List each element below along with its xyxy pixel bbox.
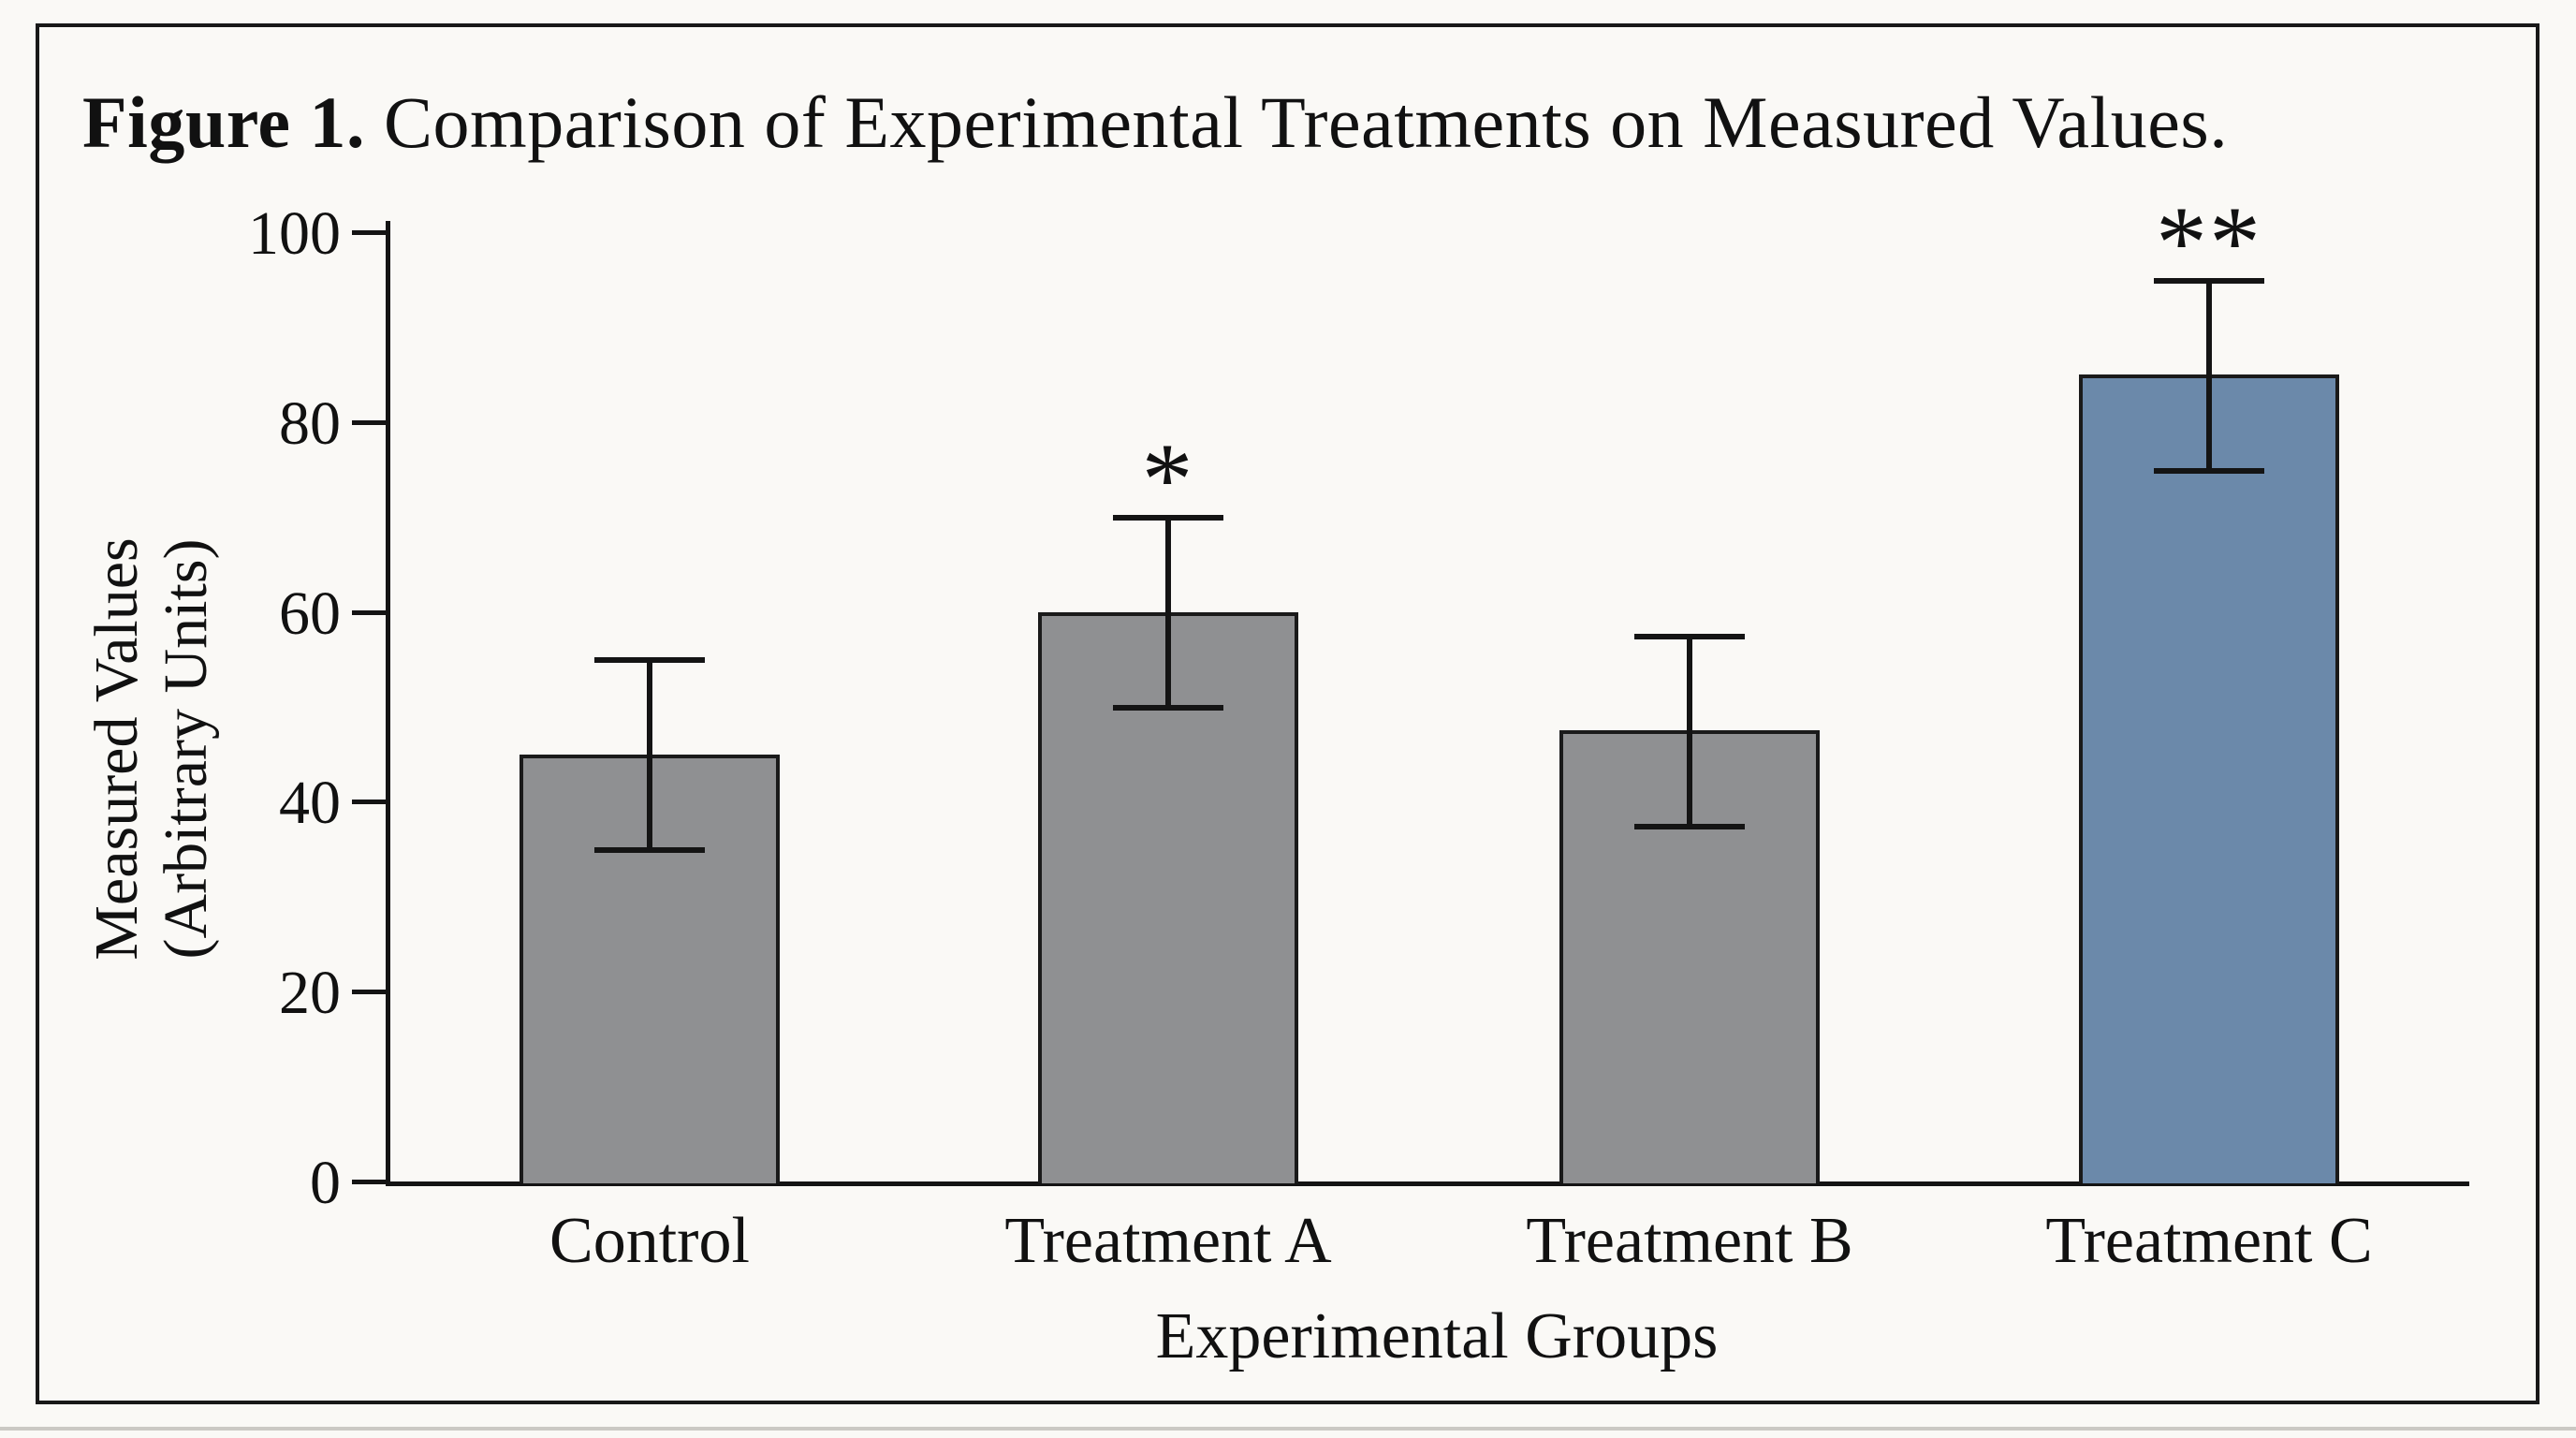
page-edge-line <box>0 1427 2576 1431</box>
y-tick-mark <box>352 990 386 995</box>
y-tick-mark <box>352 419 386 425</box>
error-bar-line <box>647 659 652 850</box>
y-tick-mark <box>352 230 386 235</box>
y-tick-mark <box>352 609 386 615</box>
y-tick-label: 20 <box>279 959 341 1028</box>
error-bar-cap-top <box>1634 633 1745 639</box>
figure-title: Figure 1. Comparison of Experimental Tre… <box>82 81 2228 165</box>
y-tick-mark <box>352 1180 386 1184</box>
figure-title-text: Comparison of Experimental Treatments on… <box>365 81 2229 163</box>
figure-title-prefix: Figure 1. <box>82 81 366 163</box>
figure-frame <box>36 23 2539 1404</box>
error-bar-cap-top <box>594 657 705 664</box>
bar-treatment-c <box>2079 374 2339 1183</box>
y-tick-label: 100 <box>248 199 341 268</box>
x-tick-label: Control <box>549 1205 750 1277</box>
error-bar-cap-top <box>2154 277 2264 284</box>
y-tick-label: 0 <box>310 1149 341 1217</box>
error-bar-cap-bottom <box>1113 705 1223 711</box>
y-tick-label: 60 <box>279 579 341 648</box>
y-tick-mark <box>352 800 386 805</box>
error-bar-line <box>1687 635 1692 826</box>
x-axis-line <box>386 1181 2469 1186</box>
x-tick-label: Treatment C <box>2045 1205 2373 1277</box>
error-bar-line <box>2206 279 2212 470</box>
error-bar-cap-bottom <box>594 847 705 854</box>
y-tick-label: 80 <box>279 389 341 458</box>
x-axis-title: Experimental Groups <box>1155 1300 1719 1372</box>
y-axis-title-line1: Measured Values <box>82 537 152 961</box>
x-tick-label: Treatment B <box>1526 1205 1853 1277</box>
y-axis-line <box>386 221 390 1186</box>
error-bar-line <box>1165 517 1171 707</box>
error-bar-cap-bottom <box>2154 467 2264 474</box>
x-tick-label: Treatment A <box>1004 1205 1332 1277</box>
significance-marker: ** <box>2156 184 2262 300</box>
error-bar-cap-top <box>1113 515 1223 521</box>
error-bar-cap-bottom <box>1634 823 1745 829</box>
significance-marker: * <box>1141 422 1195 537</box>
y-tick-label: 40 <box>279 769 341 838</box>
